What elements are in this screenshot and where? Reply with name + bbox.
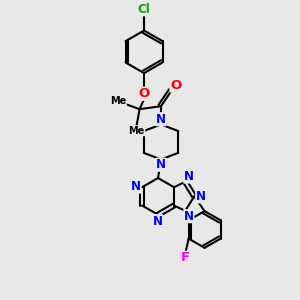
Text: N: N bbox=[184, 210, 194, 223]
Text: Me: Me bbox=[110, 96, 126, 106]
Text: F: F bbox=[181, 251, 190, 264]
Text: Me: Me bbox=[128, 126, 145, 136]
Text: N: N bbox=[152, 215, 162, 228]
Text: Cl: Cl bbox=[138, 3, 150, 16]
Text: N: N bbox=[196, 190, 206, 203]
Text: O: O bbox=[138, 87, 150, 100]
Text: N: N bbox=[131, 180, 141, 193]
Text: O: O bbox=[170, 79, 182, 92]
Text: N: N bbox=[156, 158, 166, 171]
Text: N: N bbox=[156, 113, 166, 126]
Text: N: N bbox=[184, 170, 194, 183]
